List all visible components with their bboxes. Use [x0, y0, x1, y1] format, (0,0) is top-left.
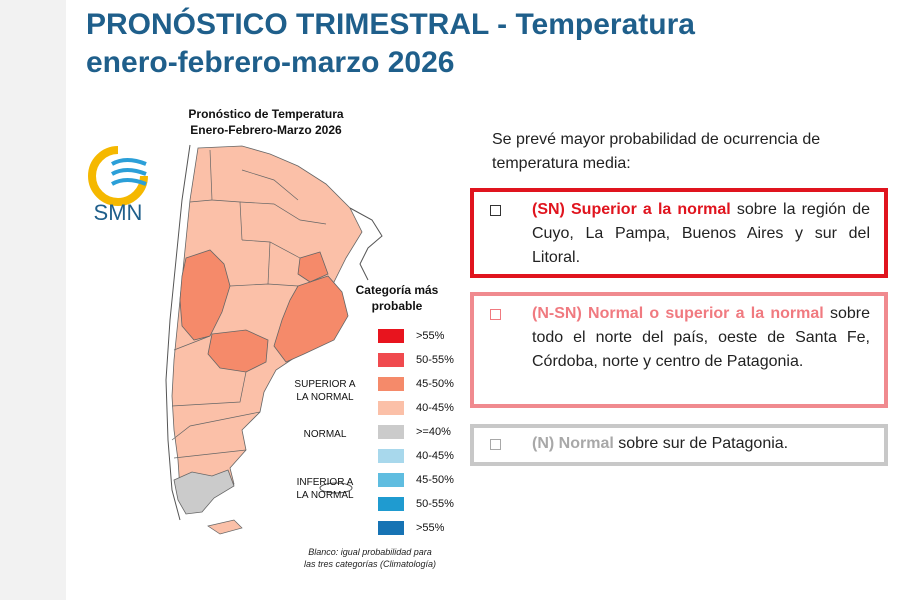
- forecast-sn-text: (SN) Superior a la normal sobre la regió…: [532, 198, 870, 270]
- forecast-sn-description: sobre la región de Cuyo, La Pampa, Bueno…: [532, 201, 870, 266]
- map-region-normal-patagonia: [173, 469, 235, 515]
- legend-title-line-1: Categoría más: [355, 283, 439, 297]
- forecast-box-n: (N) Normal sobre sur de Patagonia.: [470, 424, 888, 466]
- forecast-sn-label: (SN) Superior a la normal: [532, 201, 731, 218]
- map-note: Blanco: igual probabilidad para las tres…: [270, 546, 470, 570]
- legend-swatch: [378, 352, 404, 367]
- legend-group-superior-line-1: SUPERIOR A: [294, 379, 356, 390]
- tierra-del-fuego: [207, 519, 243, 535]
- legend-label: >55%: [416, 521, 445, 534]
- legend-swatch: [378, 328, 404, 343]
- legend-swatch: [378, 496, 404, 511]
- legend-item: >=40%: [378, 424, 451, 439]
- map-note-line-2: las tres categorías (Climatología): [303, 559, 437, 569]
- page-title-line-1: PRONÓSTICO TRIMESTRAL - Temperatura: [86, 8, 695, 41]
- legend-item: 45-50%: [378, 376, 454, 391]
- page-title: PRONÓSTICO TRIMESTRAL - Temperatura ener…: [86, 6, 695, 82]
- checkbox-square-icon: [490, 205, 501, 216]
- legend-swatch: [378, 472, 404, 487]
- neighbour-border: [349, 207, 383, 281]
- map-title: Pronóstico de Temperatura Enero-Febrero-…: [150, 106, 382, 138]
- legend-label: 45-50%: [416, 377, 454, 390]
- checkbox-square-icon: [490, 309, 501, 320]
- legend-item: 45-50%: [378, 472, 454, 487]
- legend-item: 50-55%: [378, 352, 454, 367]
- checkbox-square-icon: [490, 439, 501, 450]
- legend-swatch: [378, 376, 404, 391]
- legend-label: >=40%: [416, 425, 451, 438]
- map-title-line-2: Enero-Febrero-Marzo 2026: [190, 123, 342, 137]
- left-margin-strip: [0, 0, 66, 600]
- legend-group-superior-line-2: LA NORMAL: [296, 392, 354, 403]
- legend-item: >55%: [378, 328, 444, 343]
- map-title-line-1: Pronóstico de Temperatura: [188, 107, 344, 121]
- smn-logo-icon: [88, 146, 148, 206]
- province-borders: [171, 149, 327, 459]
- legend-swatch: [378, 400, 404, 415]
- legend-swatch: [378, 520, 404, 535]
- chile-outline: [165, 144, 191, 521]
- smn-logo-text: SMN: [93, 200, 143, 225]
- map-region-medium-la-pampa: [207, 329, 269, 373]
- legend-group-inferior-line-1: INFERIOR A: [296, 477, 354, 488]
- forecast-nsn-text: (N-SN) Normal o superior a la normal sob…: [532, 302, 870, 374]
- forecast-nsn-label: (N-SN) Normal o superior a la normal: [532, 305, 824, 322]
- map-note-line-1: Blanco: igual probabilidad para: [308, 547, 432, 557]
- forecast-n-label: (N) Normal: [532, 435, 614, 452]
- legend-group-superior: SUPERIOR A LA NORMAL: [288, 378, 362, 404]
- legend-item: 40-45%: [378, 448, 454, 463]
- map-region-medium-buenos-aires: [273, 275, 349, 363]
- forecast-box-nsn: (N-SN) Normal o superior a la normal sob…: [470, 292, 888, 408]
- legend-swatch: [378, 424, 404, 439]
- legend-label: 45-50%: [416, 473, 454, 486]
- page-title-line-2: enero-febrero-marzo 2026: [86, 46, 455, 79]
- legend-group-inferior-line-2: LA NORMAL: [296, 490, 354, 501]
- forecast-n-text: (N) Normal sobre sur de Patagonia.: [532, 432, 870, 456]
- forecast-intro: Se prevé mayor probabilidad de ocurrenci…: [492, 131, 821, 172]
- forecast-n-description: sobre sur de Patagonia.: [613, 435, 789, 452]
- legend-item: 50-55%: [378, 496, 454, 511]
- legend-title: Categoría más probable: [352, 282, 442, 314]
- forecast-box-sn: (SN) Superior a la normal sobre la regió…: [470, 188, 888, 278]
- legend-item: 40-45%: [378, 400, 454, 415]
- legend-title-line-2: probable: [371, 299, 423, 313]
- map-region-light: [171, 145, 363, 513]
- map-region-medium-litoral: [297, 251, 329, 283]
- legend-label: 40-45%: [416, 449, 454, 462]
- legend-group-normal: NORMAL: [303, 429, 347, 440]
- legend-label: 40-45%: [416, 401, 454, 414]
- malvinas-islands: [319, 482, 353, 494]
- legend-item: >55%: [378, 520, 444, 535]
- forecast-nsn-description: sobre todo el norte del país, oeste de S…: [532, 305, 871, 370]
- legend-group-inferior: INFERIOR A LA NORMAL: [288, 476, 362, 502]
- legend-label: >55%: [416, 329, 445, 342]
- argentina-forecast-map: [165, 144, 383, 535]
- legend-label: 50-55%: [416, 353, 454, 366]
- legend-swatch: [378, 448, 404, 463]
- legend-label: 50-55%: [416, 497, 454, 510]
